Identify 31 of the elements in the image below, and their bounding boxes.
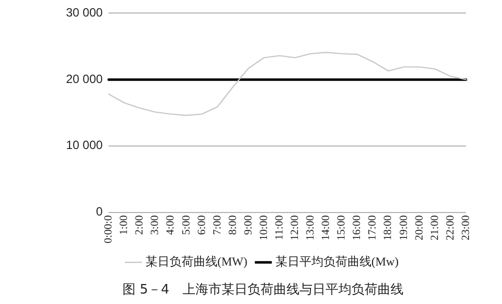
x-tick-label: 0:00:0 [102, 214, 115, 244]
x-tick-label: 18:00 [382, 214, 394, 240]
y-tick-label: 20 000 [66, 72, 104, 86]
x-tick-label: 12:00 [289, 214, 302, 240]
x-tick-label: 20:00 [413, 214, 426, 240]
text: 图 5－4 上海市某日负荷曲线与日平均负荷曲线 [122, 282, 404, 298]
x-tick-label: 19:00 [398, 214, 410, 240]
x-tick-label: 21:00 [428, 214, 441, 240]
x-tick-label: 17:00 [366, 214, 379, 240]
y-tick-label: 30 000 [66, 6, 104, 20]
x-tick-label: 10:00 [258, 214, 270, 240]
x-tick-label: 11:00 [273, 214, 286, 240]
x-tick-label: 6:00 [196, 214, 208, 235]
x-tick-label: 15:00 [336, 214, 348, 240]
legend-label: 某日负荷曲线(MW) [145, 254, 248, 269]
x-tick-label: 2:00 [134, 214, 146, 235]
y-tick-label: 0 [96, 204, 104, 219]
x-tick-label: 13:00 [304, 214, 317, 240]
x-tick-label: 22:00 [444, 214, 456, 240]
x-tick-label: 9:00 [242, 214, 254, 235]
x-tick-label: 16:00 [351, 214, 364, 240]
legend-label: 某日平均负荷曲线(Mw) [275, 254, 399, 269]
x-tick-label: 4:00 [164, 214, 177, 235]
x-tick-label: 23:00 [460, 214, 472, 240]
x-tick-label: 8:00 [226, 214, 239, 235]
x-tick-label: 1:00 [118, 214, 130, 235]
x-tick-label: 7:00 [211, 214, 224, 235]
x-tick-label: 3:00 [149, 214, 162, 235]
x-tick-label: 5:00 [180, 214, 192, 235]
x-tick-label: 14:00 [320, 214, 332, 240]
y-tick-label: 10 000 [66, 138, 104, 152]
